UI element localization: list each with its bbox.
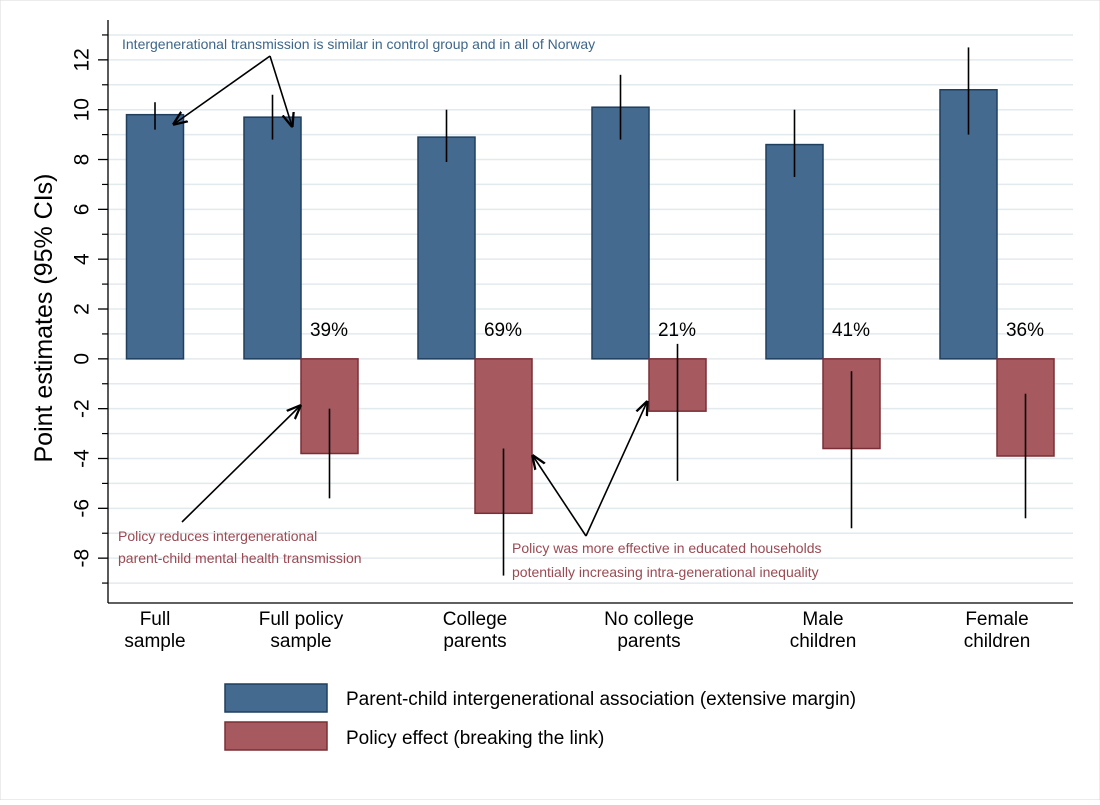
x-category-label: children [790, 631, 857, 652]
association-bar [243, 116, 302, 360]
confidence-intervals [154, 47, 1027, 576]
policy-effect-percent-label: 39% [310, 320, 348, 341]
legend-label-association: Parent-child intergenerational associati… [346, 689, 856, 710]
y-tick-label: -6 [71, 499, 94, 518]
bars [125, 89, 1055, 515]
legend-label-policy-effect: Policy effect (breaking the link) [346, 728, 604, 749]
y-tick-label: -2 [71, 399, 94, 418]
annotation-right-arrow-2 [585, 402, 647, 537]
y-tick-label: 8 [71, 154, 94, 166]
y-tick-label: -4 [71, 449, 94, 468]
association-bar [125, 113, 185, 360]
annotation-left-arrow [181, 406, 300, 523]
y-tick-label: 4 [71, 253, 94, 265]
x-category-label: parents [443, 631, 506, 652]
y-tick-label: 2 [71, 303, 94, 315]
x-category-label: Female [965, 609, 1028, 630]
y-tick-label: -8 [71, 549, 94, 568]
y-tick-label: 6 [71, 204, 94, 216]
policy-effect-percent-label: 41% [832, 320, 870, 341]
y-tick-label: 0 [71, 353, 94, 365]
policy-effect-percent-label: 69% [484, 320, 522, 341]
x-category-label: Full [140, 609, 171, 630]
annotation-top-arrow-1 [174, 55, 271, 124]
annotation-right-line1: Policy was more effective in educated ho… [512, 540, 821, 556]
annotation-right-arrow-1 [533, 456, 587, 537]
x-category-label: sample [270, 631, 331, 652]
y-tick-label: 12 [71, 48, 94, 71]
x-category-label: No college [604, 609, 694, 630]
x-category-label: parents [617, 631, 680, 652]
annotation-right-line2: potentially increasing intra-generationa… [512, 564, 819, 580]
policy-effect-percent-label: 21% [658, 320, 696, 341]
x-category-label: sample [124, 631, 185, 652]
annotation-top-arrow-2 [269, 55, 292, 126]
y-tick-label: 10 [71, 98, 94, 121]
data-labels: 39% 69% 21% 41% 36% [310, 320, 1044, 341]
association-bar [765, 143, 824, 360]
x-category-label: Full policy [259, 609, 344, 630]
annotation-left-line2: parent-child mental health transmission [118, 550, 362, 566]
policy-effect-percent-label: 36% [1006, 320, 1044, 341]
x-category-label: College [443, 609, 507, 630]
annotation-top: Intergenerational transmission is simila… [122, 36, 595, 52]
y-axis-title: Point estimates (95% CIs) [30, 174, 58, 463]
x-category-label: Male [802, 609, 843, 630]
annotation-left-line1: Policy reduces intergenerational [118, 528, 317, 544]
association-bar [417, 136, 476, 360]
association-bar [591, 106, 650, 360]
x-category-label: children [964, 631, 1031, 652]
legend-swatch-association [224, 683, 328, 713]
legend-swatch-policy-effect [224, 721, 328, 751]
